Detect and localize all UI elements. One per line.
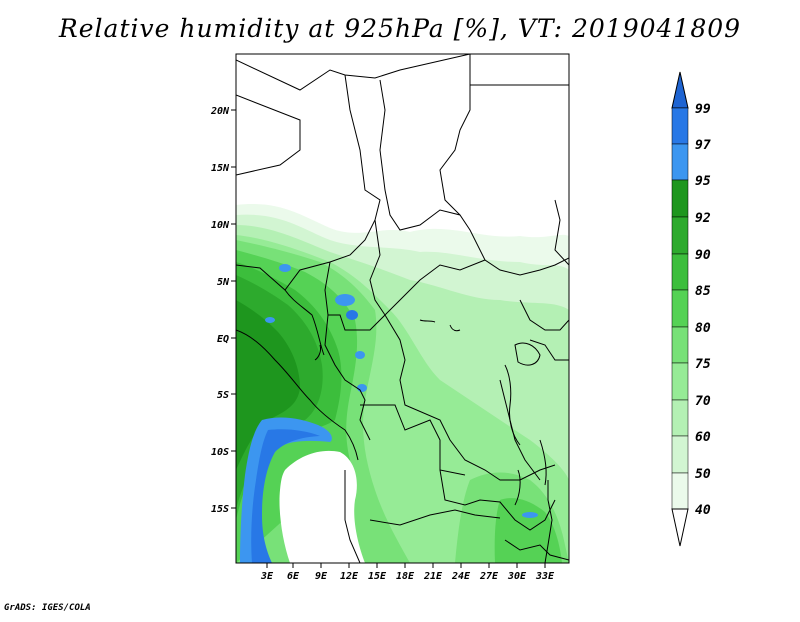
colorbar-label: 92	[695, 211, 711, 226]
colorbar-box	[671, 289, 689, 328]
colorbar-label: 80	[695, 321, 711, 336]
colorbar-bottom-arrow	[671, 508, 689, 547]
colorbar-box	[671, 143, 689, 181]
footer-credit: GrADS: IGES/COLA	[4, 603, 91, 613]
colorbar-label: 50	[695, 467, 711, 482]
lon-label: 9E	[315, 571, 328, 582]
lat-label: 10N	[211, 220, 230, 231]
lon-label: 27E	[479, 571, 499, 582]
colorbar-box	[671, 472, 689, 510]
colorbar-label: 99	[695, 102, 711, 117]
lat-label: 5N	[217, 277, 230, 288]
colorbar-label: 70	[695, 394, 711, 409]
lon-label: 33E	[535, 571, 555, 582]
lon-label: 21E	[423, 571, 443, 582]
colorbar-label: 60	[695, 430, 711, 445]
map-frame	[235, 53, 570, 564]
colorbar-label: 85	[695, 284, 711, 299]
colorbar-label: 90	[695, 248, 711, 263]
lat-label: 10S	[211, 447, 229, 458]
lon-label: 30E	[507, 571, 527, 582]
colorbar-labels: 99 97 95 92 90 85 80 75 70 60 50 40	[695, 102, 711, 518]
lon-label: 18E	[396, 571, 415, 582]
axis-ticks	[231, 109, 546, 568]
colorbar-box	[671, 435, 689, 474]
country-borders	[236, 54, 569, 563]
chart-title: Relative humidity at 925hPa [%], VT: 201…	[58, 14, 742, 43]
colorbar-label: 95	[695, 174, 711, 189]
lon-label: 6E	[287, 571, 300, 582]
lon-label: 3E	[260, 571, 274, 582]
lat-label: 15S	[211, 504, 229, 515]
colorbar-box	[671, 179, 689, 218]
lat-label: 20N	[210, 106, 230, 117]
lon-label: 12E	[340, 571, 359, 582]
lat-label: 15N	[211, 163, 230, 174]
colorbar-label: 75	[695, 357, 711, 372]
colorbar-box	[671, 253, 689, 291]
lat-label: 5S	[217, 390, 229, 401]
colorbar-box	[671, 326, 689, 364]
lon-label: 15E	[368, 571, 387, 582]
humidity-field	[236, 54, 569, 563]
colorbar-label: 40	[695, 503, 711, 518]
colorbar-label: 97	[695, 138, 711, 153]
lat-labels: 20N 15N 10N 5N EQ 5S 10S 15S	[210, 106, 230, 515]
colorbar-box	[671, 107, 689, 145]
lon-labels: 3E 6E 9E 12E 15E 18E 21E 24E 27E 30E 33E	[260, 571, 555, 582]
lat-label: EQ	[217, 334, 229, 345]
colorbar-box	[671, 362, 689, 401]
colorbar-box	[671, 216, 689, 255]
colorbar: 99 97 95 92 90 85 80 75 70 60 50 40	[671, 71, 711, 547]
lon-label: 24E	[451, 571, 471, 582]
colorbar-box	[671, 399, 689, 437]
colorbar-top-arrow	[671, 71, 689, 109]
